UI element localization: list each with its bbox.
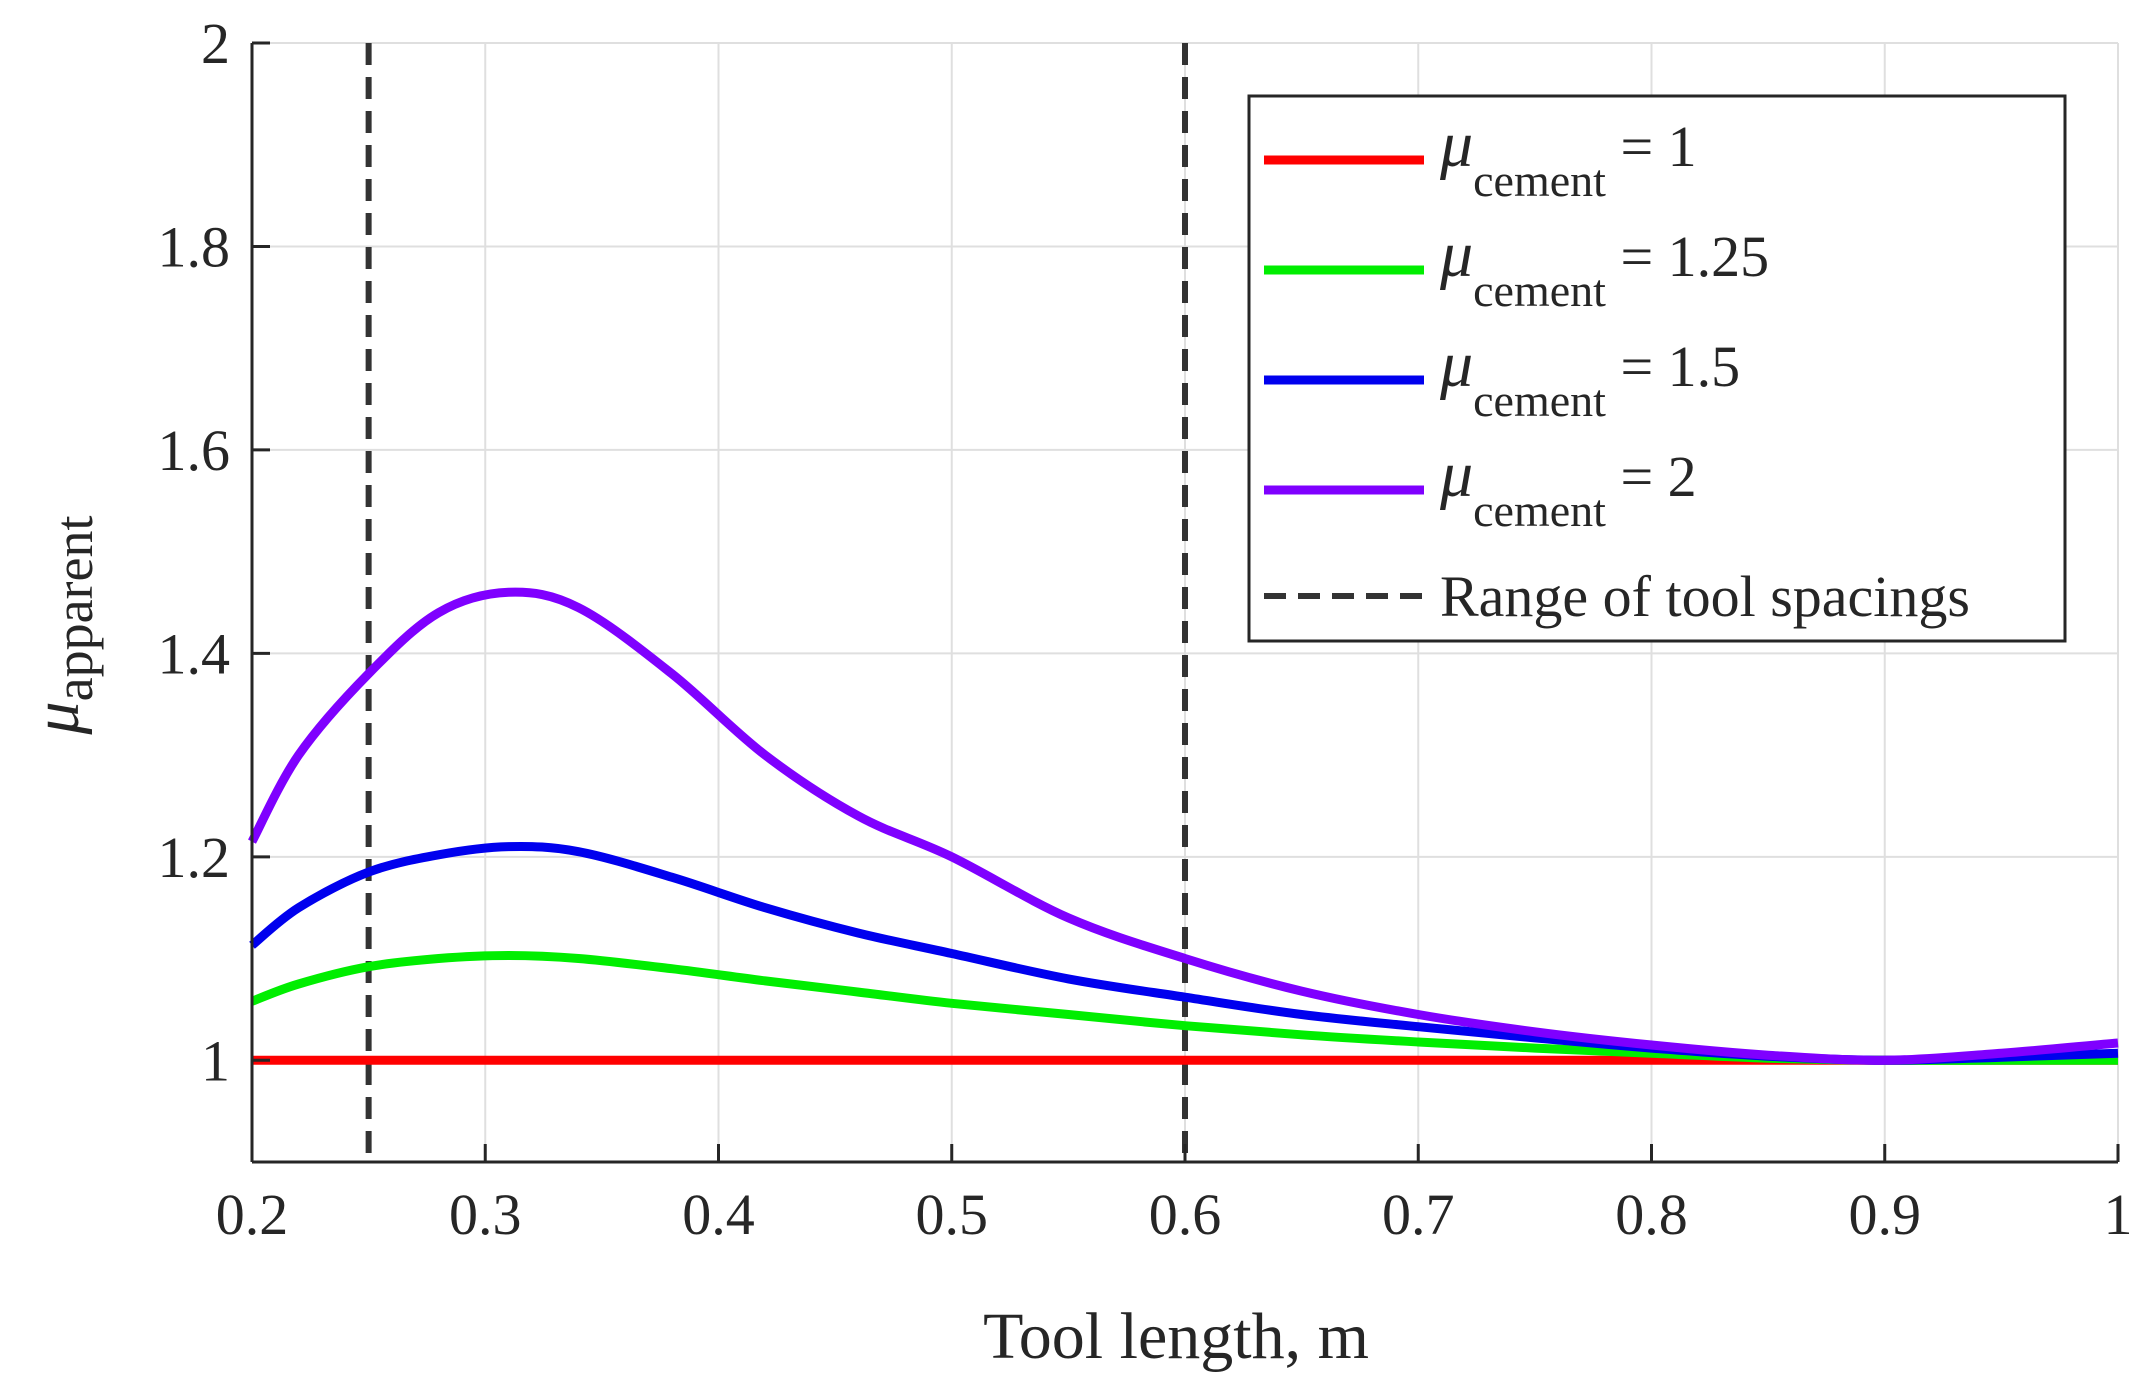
- x-tick-label: 0.7: [1382, 1182, 1455, 1247]
- legend-mu: μ: [1439, 108, 1473, 181]
- x-tick-label: 0.9: [1849, 1182, 1922, 1247]
- x-tick-label: 0.3: [449, 1182, 522, 1247]
- x-tick-label: 0.6: [1149, 1182, 1222, 1247]
- axes: [250, 41, 2120, 1164]
- x-tick-label: 1: [2104, 1182, 2133, 1247]
- legend-value: = 1.25: [1606, 224, 1769, 289]
- x-tick-label: 0.5: [916, 1182, 989, 1247]
- y-tick-label: 1.8: [158, 214, 231, 279]
- y-tick-label: 2: [201, 11, 230, 76]
- y-tick-label: 1.4: [158, 621, 231, 686]
- legend-subscript: cement: [1473, 375, 1606, 426]
- legend-subscript: cement: [1473, 155, 1606, 206]
- svg-text:μapparent: μapparent: [20, 515, 104, 735]
- y-tick-label: 1: [201, 1028, 230, 1093]
- legend-label-reference: Range of tool spacings: [1440, 564, 1970, 629]
- y-tick-label: 1.2: [158, 825, 231, 890]
- tick-labels: 0.2 0.3 0.4 0.5 0.6 0.7 0.8 0.9 1 1 1.2 1.4 1.6 1.8 2: [158, 11, 2133, 1247]
- reference-lines: [365, 43, 1188, 1162]
- legend-box: [1247, 94, 2067, 643]
- legend-value: = 2: [1606, 444, 1697, 509]
- legend-value: = 1.5: [1606, 334, 1740, 399]
- legend-label-2: μcement = 1.25: [1439, 218, 1769, 316]
- legend-label-3: μcement = 1.5: [1439, 328, 1740, 426]
- series-line-4: [248, 587, 2119, 1065]
- x-tick-label: 0.2: [216, 1182, 289, 1247]
- legend-subscript: cement: [1473, 265, 1606, 316]
- x-tick-label: 0.8: [1615, 1182, 1688, 1247]
- y-axis-label-symbol: μ: [20, 701, 93, 735]
- legend-value: = 1: [1606, 114, 1697, 179]
- legend-mu: μ: [1439, 328, 1473, 401]
- legend-subscript: cement: [1473, 485, 1606, 536]
- series-lines: [248, 587, 2119, 1065]
- legend-label-4: μcement = 2: [1439, 438, 1697, 536]
- y-axis-label: μapparent: [20, 515, 104, 735]
- legend-label-1: μcement = 1: [1439, 108, 1697, 206]
- y-tick-label: 1.6: [158, 418, 231, 483]
- legend-mu: μ: [1439, 218, 1473, 291]
- x-tick-label: 0.4: [682, 1182, 755, 1247]
- y-axis-label-subscript: apparent: [44, 515, 104, 701]
- legend-mu: μ: [1439, 438, 1473, 511]
- x-axis-label: Tool length, m: [983, 1300, 1369, 1373]
